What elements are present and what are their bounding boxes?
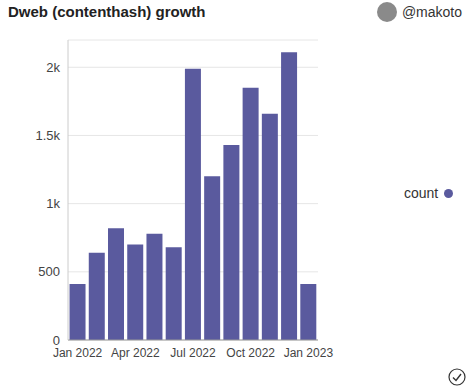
svg-text:0: 0 [53, 333, 60, 348]
html-text:@makoto: @makoto [401, 4, 462, 20]
svg-text:Apr 2022: Apr 2022 [111, 346, 160, 360]
svg-text:500: 500 [38, 264, 60, 279]
html-text:Dweb (contenthash) growth: Dweb (contenthash) growth [8, 3, 206, 20]
svg-text:Oct 2022: Oct 2022 [226, 346, 275, 360]
html-text:count: count [404, 185, 439, 201]
svg-text:Jan 2022: Jan 2022 [53, 346, 103, 360]
svg-text:1.5k: 1.5k [35, 128, 60, 143]
svg-text:2k: 2k [46, 60, 60, 75]
svg-text:1k: 1k [46, 196, 60, 211]
svg-text:Jan 2023: Jan 2023 [284, 346, 334, 360]
svg-text:Jul 2022: Jul 2022 [170, 346, 216, 360]
